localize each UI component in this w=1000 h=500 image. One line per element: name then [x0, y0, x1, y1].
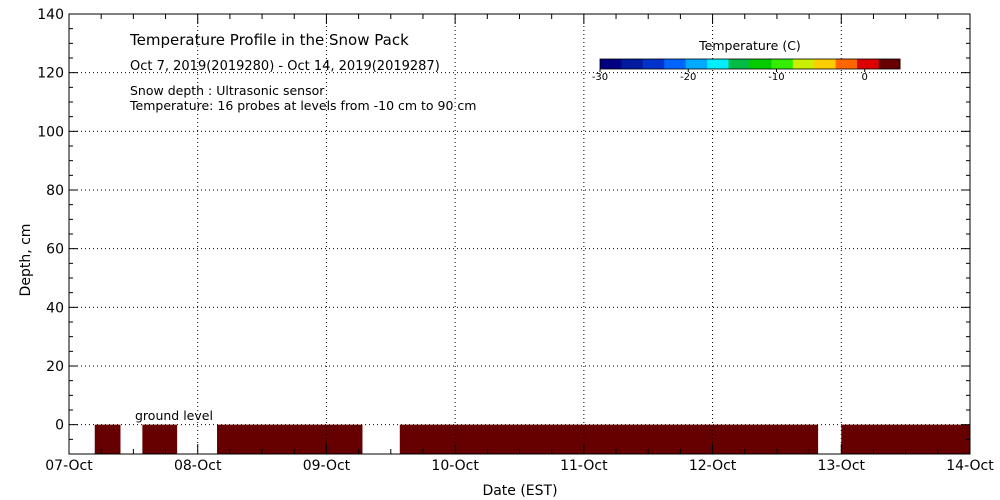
data-segment-2	[217, 424, 363, 454]
colorbar-swatch	[707, 59, 730, 69]
colorbar-swatch	[600, 59, 622, 69]
y-tick-label: 120	[37, 66, 64, 82]
colorbar-frame	[599, 58, 901, 70]
colorbar-title: Temperature (C)	[698, 38, 801, 53]
y-tick-label: 140	[37, 7, 64, 23]
x-axis-label: Date (EST)	[482, 483, 557, 499]
colorbar-swatch	[878, 59, 901, 69]
x-tick-label: 13-Oct	[818, 458, 866, 474]
y-tick-label: 0	[55, 418, 64, 434]
colorbar-swatch	[792, 59, 815, 69]
note-snow-depth: Snow depth : Ultrasonic sensor	[130, 83, 325, 98]
ground-level-label: ground level	[135, 408, 213, 423]
colorbar-swatch	[857, 59, 880, 69]
colorbar-tick-label: 0	[862, 72, 868, 83]
colorbar-swatches: -30 -20 -10 0	[592, 58, 901, 83]
colorbar-tick-label: -10	[768, 72, 784, 83]
grid-lines	[69, 14, 970, 454]
colorbar-swatch	[814, 59, 837, 69]
x-tick-label: 09-Oct	[303, 458, 351, 474]
y-tick-label: 20	[46, 359, 64, 375]
temperature-data-layer	[94, 424, 970, 454]
note-temperature: Temperature: 16 probes at levels from -1…	[129, 98, 476, 113]
y-tick-label: 40	[46, 300, 64, 316]
chart-subtitle: Oct 7, 2019(2019280) - Oct 14, 2019(2019…	[130, 59, 440, 74]
colorbar-swatch	[685, 59, 708, 69]
colorbar-swatch	[750, 59, 772, 69]
colorbar: Temperature (C) -30 -20 -10 0	[592, 38, 901, 83]
axis-ticks	[68, 13, 971, 455]
data-segment-1	[142, 424, 178, 454]
colorbar-swatch	[642, 59, 665, 69]
x-tick-label: 08-Oct	[174, 458, 222, 474]
x-tick-label: 14-Oct	[946, 458, 994, 474]
axis-tick-labels: 0 20 40 60 80 100 120 140 07-Oct 08-Oct 09-Oct 10-O…	[37, 7, 994, 474]
y-axis-label: Depth, cm	[18, 224, 34, 297]
colorbar-tick-label: -30	[592, 72, 608, 83]
data-segment-0	[94, 424, 121, 454]
colorbar-swatch	[621, 59, 644, 69]
colorbar-tick-label: -20	[680, 72, 696, 83]
y-tick-label: 80	[46, 183, 64, 199]
x-tick-label: 12-Oct	[689, 458, 737, 474]
colorbar-swatch	[835, 59, 858, 69]
x-tick-label: 11-Oct	[560, 458, 608, 474]
colorbar-swatch	[771, 59, 794, 69]
chart-title: Temperature Profile in the Snow Pack	[129, 31, 409, 49]
data-segment-3	[399, 424, 819, 454]
colorbar-swatch	[664, 59, 687, 69]
plot-frame	[68, 13, 971, 455]
x-tick-label: 10-Oct	[431, 458, 479, 474]
y-tick-label: 60	[46, 242, 64, 258]
y-tick-label: 100	[37, 124, 64, 140]
colorbar-swatch	[728, 59, 751, 69]
x-tick-label: 07-Oct	[45, 458, 93, 474]
